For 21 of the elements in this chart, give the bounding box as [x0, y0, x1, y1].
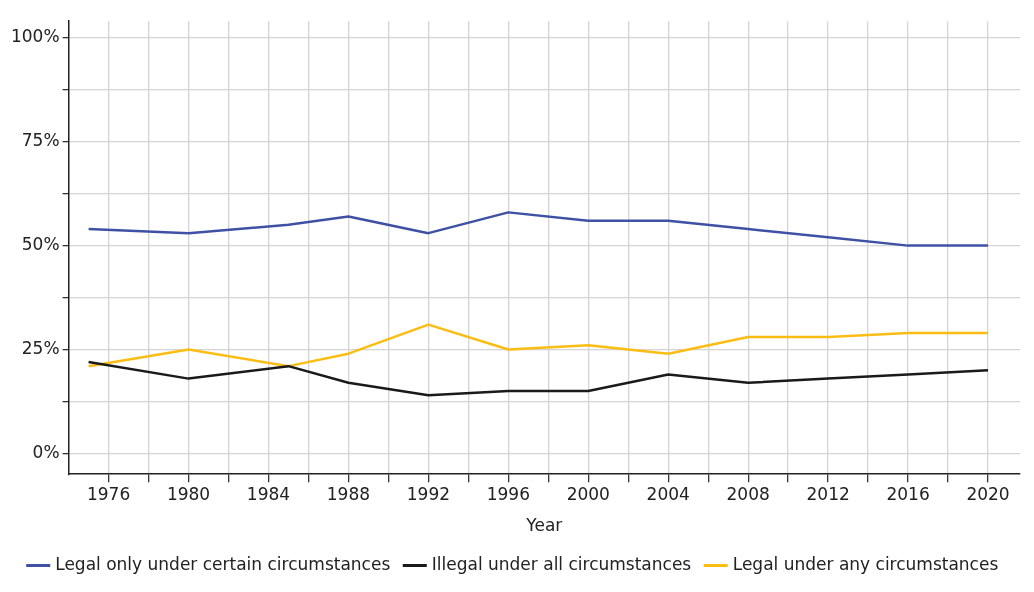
legend-label: Legal under any circumstances — [732, 553, 999, 574]
y-tick-label: 25% — [21, 337, 60, 358]
legend-label: Illegal under all circumstances — [431, 553, 692, 574]
y-tick-label: 50% — [21, 234, 60, 255]
x-tick-label: 2004 — [646, 483, 690, 504]
x-tick-label: 2000 — [566, 483, 610, 504]
x-axis-title: Year — [525, 515, 563, 536]
x-tick-label: 2016 — [886, 483, 930, 504]
x-tick-label: 1984 — [246, 483, 291, 504]
y-tick-label: 100% — [10, 26, 60, 47]
x-tick-label: 1996 — [486, 483, 530, 504]
legend-label: Legal only under certain circumstances — [55, 553, 391, 574]
y-tick-label: 75% — [21, 130, 60, 151]
x-tick-label: 2008 — [726, 483, 770, 504]
y-tick-label: 0% — [32, 441, 60, 462]
x-tick-label: 1976 — [86, 483, 131, 504]
x-tick-label: 2012 — [806, 483, 850, 504]
x-tick-label: 1992 — [406, 483, 451, 504]
x-tick-label: 2020 — [966, 483, 1010, 504]
x-tick-label: 1988 — [326, 483, 371, 504]
x-tick-label: 1980 — [166, 483, 211, 504]
